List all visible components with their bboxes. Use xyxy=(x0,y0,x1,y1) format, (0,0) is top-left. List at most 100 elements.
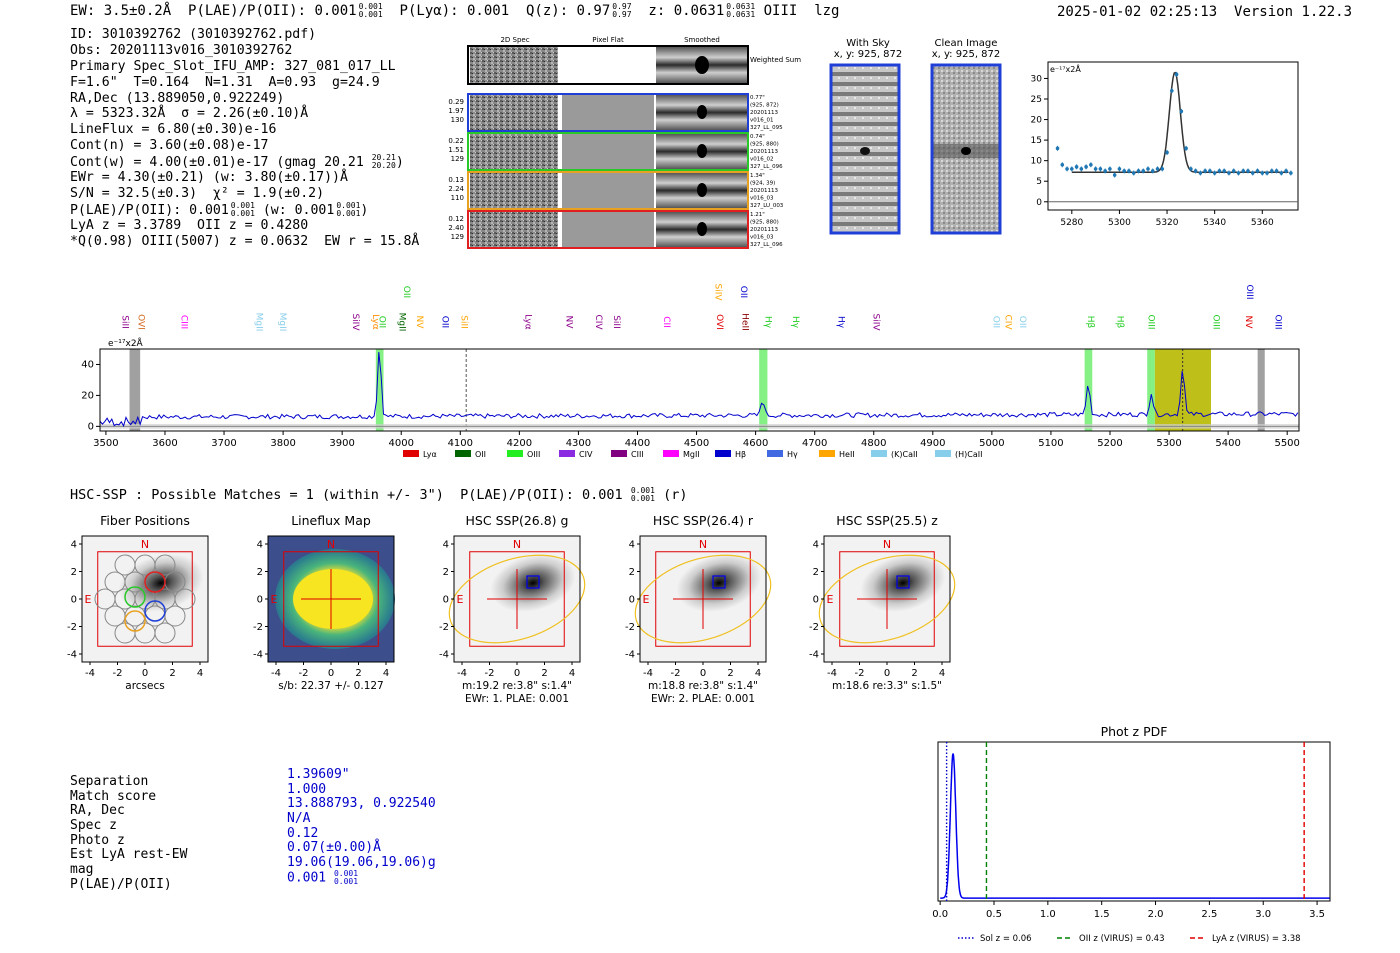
with-sky-label: With Sky xyxy=(846,38,890,49)
hsc-sup: 0.001 xyxy=(630,486,655,495)
galaxy-image xyxy=(117,553,205,613)
full-line-label: OVI xyxy=(714,314,724,330)
with-sky-xy: x, y: 925, 872 xyxy=(833,49,903,60)
legend-swatch xyxy=(455,450,471,457)
info-plae-w-sub: 0.001 xyxy=(336,208,361,218)
match-value-specz: N/A xyxy=(287,811,311,827)
panel-caption-2: EWr: 2, PLAE: 0.001 xyxy=(651,693,755,702)
full-upper-line-label: OII xyxy=(738,286,748,298)
info-gmag-sub: 20.20 xyxy=(371,161,396,171)
zoom-data-point xyxy=(1184,146,1188,151)
panel-ytick-label: -2 xyxy=(253,622,263,633)
cutout-row-left-value: 0.22 xyxy=(448,137,464,145)
full-line-label: NV xyxy=(564,316,574,330)
full-line-label: Hγ xyxy=(763,316,773,329)
zoom-data-point xyxy=(1279,171,1284,175)
match-label-mag: mag xyxy=(70,862,94,878)
panel-ytick-label: 4 xyxy=(257,540,263,551)
panel-xtick-label: 2 xyxy=(727,668,733,679)
zoom-ylabel: e⁻¹⁷x2Å xyxy=(1050,63,1081,74)
zoom-data-point xyxy=(1189,167,1193,171)
full-line-label: MgII xyxy=(254,313,264,332)
hsc-sub: 0.001 xyxy=(630,494,655,503)
panel-xtick-label: 4 xyxy=(569,668,575,679)
info-lambda: λ = 5323.32Å σ = 2.26(±0.10)Å xyxy=(70,106,309,122)
header-timestamp-version: 2025-01-02 02:25:13 Version 1.22.3 xyxy=(1057,4,1352,20)
clean-frame xyxy=(930,63,1002,235)
pdf-title: Phot z PDF xyxy=(1101,724,1168,739)
info-plae-sub: 0.001 xyxy=(230,208,255,218)
full-ytick-label: 40 xyxy=(81,359,94,370)
full-line-label: Hγ xyxy=(790,316,800,329)
match-label-plae: P(LAE)/P(OII) xyxy=(70,876,172,892)
full-axes-frame xyxy=(99,348,1300,432)
legend-swatch xyxy=(819,450,835,457)
info-plae-row: P(LAE)/P(OII): 0.001 0.001 0.001 (w: 0.001… xyxy=(70,200,369,218)
clean-title: Clean Image x, y: 925, 872 xyxy=(916,38,1016,60)
zoom-data-point xyxy=(1079,167,1084,171)
pdf-xtick-label: 3.0 xyxy=(1255,909,1271,920)
zoom-data-point xyxy=(1236,171,1241,175)
fiber-circle-highlight xyxy=(144,571,166,593)
zoom-data-point xyxy=(1198,171,1203,175)
panel-image: N E 4 2 0 -2 -4 -4 -2 0 2 4 arcsecs xyxy=(67,535,209,692)
cutout-row-left-value: 129 xyxy=(451,155,464,163)
match-value-radec: 13.888793, 0.922540 xyxy=(287,796,436,812)
info-lya: LyA z = 3.3789 OII z = 0.4280 xyxy=(70,217,309,233)
clean-label: Clean Image xyxy=(934,38,998,49)
east-label: E xyxy=(85,593,92,606)
cutout-row-right-value: 327_LU_003 xyxy=(750,203,784,209)
clean-source xyxy=(961,147,971,155)
legend-swatch xyxy=(507,450,523,457)
aperture-square xyxy=(469,551,565,647)
galaxy-image xyxy=(675,553,763,613)
with-sky-source xyxy=(860,147,870,155)
cutout-row-right-value: 327_LL_096 xyxy=(750,164,783,170)
hsc-line-text: HSC-SSP : Possible Matches = 1 (within +… xyxy=(70,487,623,503)
legend-label: Hβ xyxy=(735,450,746,459)
panel-xtick-label: -4 xyxy=(643,668,653,679)
cutout-row-right-value: v016_02 xyxy=(750,157,774,163)
full-band-oiii xyxy=(1147,349,1155,431)
info-gmag-sup: 20.21 xyxy=(371,153,396,163)
full-xtick-label: 3900 xyxy=(329,438,354,449)
panel-xtick-label: 0 xyxy=(700,668,706,679)
zoom-data-point xyxy=(1141,169,1146,173)
header-z-line: OIII xyxy=(763,3,798,19)
north-label: N xyxy=(327,538,335,551)
match-label-photoz: Photo z xyxy=(70,832,125,848)
zoom-data-point xyxy=(1165,150,1169,155)
info-lineflux: LineFlux = 6.80(±0.30)e-16 xyxy=(70,122,277,138)
aperture-square xyxy=(839,551,935,647)
with-sky-title: With Sky x, y: 925, 872 xyxy=(818,38,918,60)
match-marker xyxy=(712,575,726,589)
info-plae-w-sup: 0.001 xyxy=(336,200,361,210)
cutout-row-left-value: 110 xyxy=(451,194,464,202)
header-z: z: 0.0631 xyxy=(648,3,725,19)
panel-xtick-label: 2 xyxy=(355,668,361,679)
fiber-circle xyxy=(164,605,186,627)
match-values: 1.39609" 1.000 13.888793, 0.922540 N/A 0… xyxy=(287,767,436,885)
zoom-data-point xyxy=(1250,171,1255,175)
full-axes-bg xyxy=(100,349,1299,431)
zoom-data-point xyxy=(1274,169,1279,173)
full-xtick-label: 5200 xyxy=(1097,438,1122,449)
full-line-label: NV xyxy=(414,316,424,330)
cutout-row-right-value: 20201113 xyxy=(750,149,778,155)
pdf-xtick-label: 0.0 xyxy=(932,909,948,920)
match-label-score: Match score xyxy=(70,788,157,804)
full-xtick-label: 4700 xyxy=(802,438,827,449)
cutout-svg: 2D Spec Pixel Flat Smoothed Weighted Sum… xyxy=(448,36,801,249)
col-label-2dspec: 2D Spec xyxy=(500,36,529,44)
cutout-row-right-value: 1.21" xyxy=(750,212,765,218)
full-ytick-label: 20 xyxy=(81,390,94,401)
zoom-data-point xyxy=(1112,173,1117,177)
match-value-mag: 19.06(19.06,19.06)g xyxy=(287,855,436,871)
zoom-data-point xyxy=(1193,169,1198,173)
panel-ytick-label: -4 xyxy=(253,650,263,661)
full-line-label: Lyα xyxy=(522,314,532,330)
cutout-row-right-value: (924, 39) xyxy=(750,181,775,187)
aperture-square xyxy=(283,551,379,647)
legend-label: MgII xyxy=(683,450,700,459)
